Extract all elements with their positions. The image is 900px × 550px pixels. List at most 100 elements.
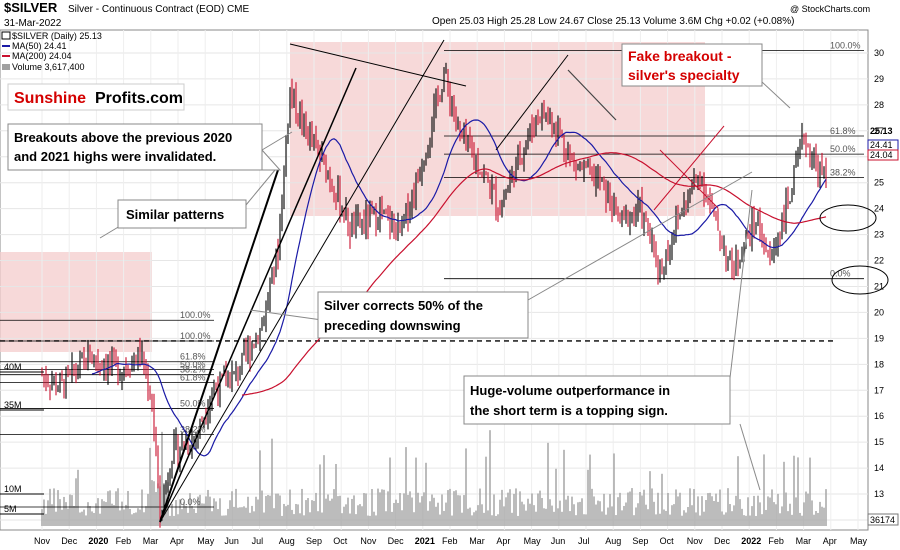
x-tick-label: 2020 [88, 536, 108, 546]
fib-label-left: 38.2% [180, 424, 206, 434]
x-tick-label: Oct [333, 536, 348, 546]
x-tick-label: 2021 [415, 536, 435, 546]
x-tick-label: Mar [143, 536, 159, 546]
trend-dashed [567, 69, 617, 121]
tag-ma50: 24.41 [870, 140, 893, 150]
annotation-corrects-line1: Silver corrects 50% of the [324, 298, 483, 313]
annotation-breakouts: Breakouts above the previous 2020 and 20… [7, 123, 293, 171]
x-tick-label: Apr [170, 536, 184, 546]
y-tick-label: 20 [874, 307, 884, 317]
fib-label-right: 0.0% [830, 269, 851, 279]
y-tick-label: 29 [874, 74, 884, 84]
annotation-volume-line1: Huge-volume outperformance in [470, 383, 670, 398]
fib-label-left: 38.2% [180, 365, 206, 375]
tag-last-price: 25.13 [870, 126, 893, 136]
fib-label-right: 50.0% [830, 144, 856, 154]
chart-description: Silver - Continuous Contract (EOD) CME [68, 4, 249, 15]
legend-ma200: MA(200) 24.04 [12, 51, 72, 61]
x-tick-label: Mar [469, 536, 485, 546]
y-tick-label: 24 [874, 204, 884, 214]
price-tags: 25.13 24.41 24.04 36174 [867, 126, 899, 526]
sunshine-profits-logo: Sunshine Profits.com [7, 83, 185, 111]
fib-label-left: 100.0% [180, 331, 211, 341]
ellipse-21-level [819, 204, 877, 232]
trend-line-top [289, 43, 467, 87]
x-tick-label: Jun [224, 536, 239, 546]
fib-label-right: 61.8% [830, 126, 856, 136]
y-tick-label: 14 [874, 463, 884, 473]
x-tick-label: Feb [768, 536, 784, 546]
legend: $SILVER (Daily) 25.13 MA(50) 24.41 MA(20… [1, 31, 102, 72]
volume-tick-label: 40M [4, 362, 22, 372]
y-tick-label: 30 [874, 48, 884, 58]
y-tick-label: 13 [874, 489, 884, 499]
shaded-region-2020 [0, 252, 152, 352]
price-axis: 12131415161718192021222324252627282930 [874, 48, 884, 525]
annotation-volume-line2: the short term is a topping sign. [470, 403, 668, 418]
x-tick-label: Apr [823, 536, 837, 546]
fib-label-left: 0.0% [180, 497, 201, 507]
annotation-corrects: Silver corrects 50% of the preceding dow… [249, 171, 753, 339]
annotation-fake-line2: silver's specialty [628, 67, 740, 83]
fib-label-left: 50.0% [180, 398, 206, 408]
y-tick-label: 18 [874, 359, 884, 369]
legend-volume: Volume 3,617,400 [12, 62, 85, 72]
x-tick-label: Dec [388, 536, 405, 546]
x-tick-label: May [850, 536, 868, 546]
x-tick-label: Sep [632, 536, 648, 546]
y-tick-label: 19 [874, 333, 884, 343]
x-tick-label: Aug [605, 536, 621, 546]
trend-cross-1 [653, 125, 725, 211]
fib-label-left: 61.8% [180, 372, 206, 382]
x-tick-label: May [197, 536, 215, 546]
chart-date: 31-Mar-2022 [4, 18, 62, 29]
time-axis: Nov Dec 2020 Feb Mar Apr May Jun Jul Aug Sep Oct Nov… [34, 536, 868, 546]
brand-sunshine: Sunshine [14, 90, 86, 107]
y-tick-label: 23 [874, 230, 884, 240]
annotation-fake-breakout: Fake breakout - silver's specialty [621, 43, 791, 109]
trend-line-2021 [495, 54, 569, 151]
x-tick-label: Aug [279, 536, 295, 546]
volume-tick-label: 35M [4, 400, 22, 410]
tag-ma200: 24.04 [870, 150, 893, 160]
y-tick-label: 22 [874, 256, 884, 266]
annotation-volume: Huge-volume outperformance in the short … [463, 189, 761, 491]
y-tick-label: 21 [874, 281, 884, 291]
trend-lines [159, 39, 725, 523]
annotation-corrects-line2: preceding downswing [324, 318, 461, 333]
x-tick-label: Feb [116, 536, 132, 546]
annotation-similar: Similar patterns [99, 169, 276, 239]
y-tick-label: 16 [874, 411, 884, 421]
grid-lines [0, 30, 868, 530]
ellipse-19-level [831, 265, 889, 295]
y-tick-label: 17 [874, 385, 884, 395]
x-tick-label: Nov [34, 536, 51, 546]
ma50-line [91, 119, 827, 457]
x-tick-label: May [524, 536, 542, 546]
watermark: @ StockCharts.com [790, 4, 870, 14]
x-tick-label: Nov [687, 536, 704, 546]
x-tick-label: Jul [252, 536, 264, 546]
y-tick-label: 27 [874, 126, 884, 136]
trend-line-steep [159, 169, 279, 523]
volume-tick-label: 10M [4, 484, 22, 494]
annotation-breakouts-line2: and 2021 highs were invalidated. [14, 149, 216, 164]
x-tick-label: Nov [360, 536, 377, 546]
x-tick-label: 2022 [741, 536, 761, 546]
volume-axis: 5M 10M 35M 40M [0, 362, 44, 515]
legend-price: $SILVER (Daily) 25.13 [12, 31, 102, 41]
annotation-breakouts-line1: Breakouts above the previous 2020 [14, 130, 232, 145]
y-tick-label: 25 [874, 178, 884, 188]
chart-symbol: $SILVER [4, 0, 58, 15]
x-tick-label: Apr [496, 536, 510, 546]
annotation-similar-text: Similar patterns [126, 207, 224, 222]
trend-line-long [159, 39, 445, 523]
annotation-fake-line1: Fake breakout - [628, 48, 732, 64]
trend-cross-2 [659, 149, 719, 209]
tag-volume: 36174 [870, 515, 895, 525]
x-tick-label: Dec [714, 536, 731, 546]
x-tick-label: Mar [796, 536, 812, 546]
fib-label-right: 38.2% [830, 168, 856, 178]
x-tick-label: Dec [61, 536, 78, 546]
fib-label-left: 50.0% [180, 360, 206, 370]
